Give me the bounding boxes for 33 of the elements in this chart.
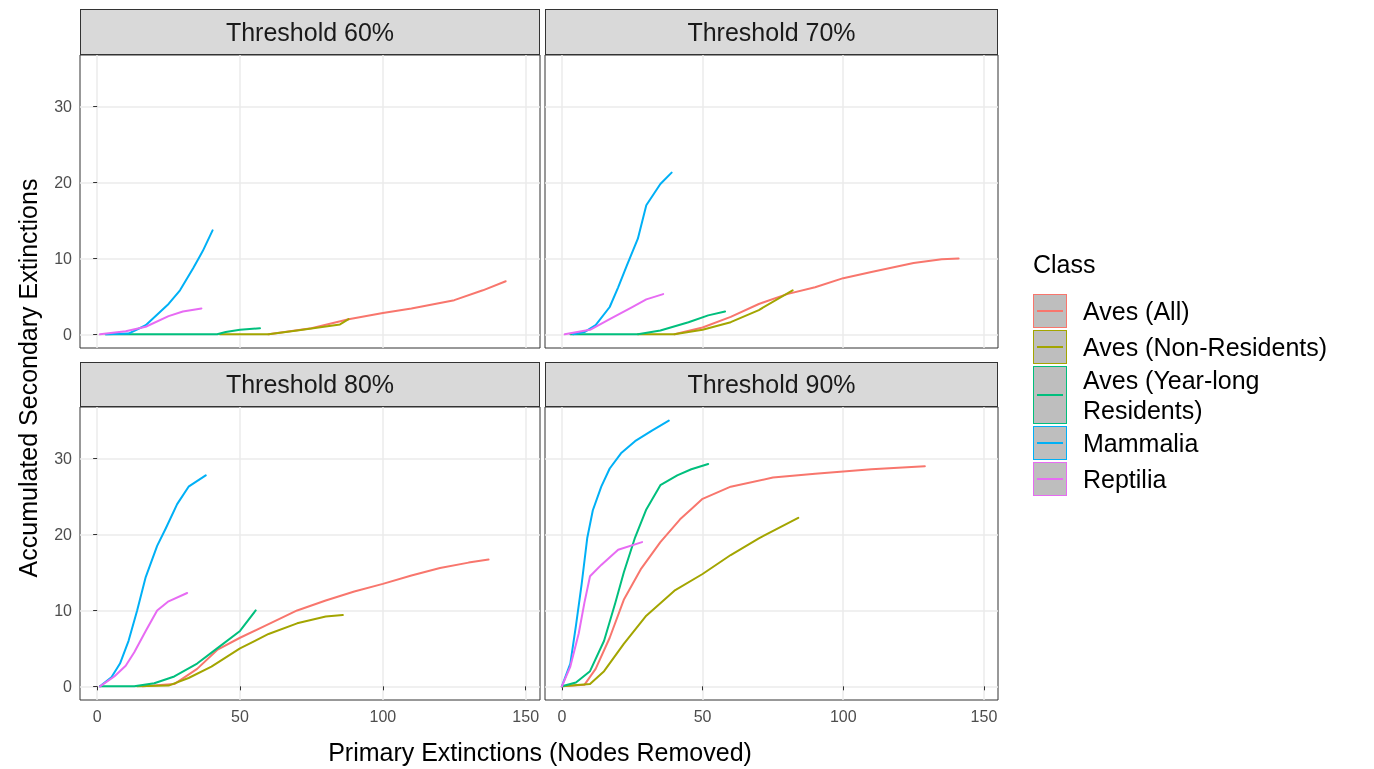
- legend-label: Aves (Non-Residents): [1082, 332, 1329, 363]
- x-tick-label: 0: [557, 707, 567, 725]
- x-tick-label: 50: [693, 707, 712, 725]
- y-tick-label: 0: [63, 677, 73, 695]
- y-tick-label: 0: [63, 325, 73, 343]
- legend-label: Aves (All): [1082, 296, 1191, 327]
- x-tick-label: 0: [92, 707, 102, 725]
- y-tick-label: 20: [54, 526, 73, 544]
- x-tick-label: 100: [369, 707, 397, 725]
- chart-title: Threshold 80%: [80, 362, 540, 407]
- y-tick-label: 30: [54, 450, 73, 468]
- y-tick-label: 20: [54, 174, 73, 192]
- y-axis-title: Accumulated Secondary Extinctions: [13, 178, 43, 578]
- y-tick-label: 10: [54, 249, 73, 267]
- line-series: [99, 307, 203, 336]
- y-tick-label: 30: [54, 98, 73, 116]
- x-tick-label: 100: [829, 707, 857, 725]
- x-tick-label: 150: [512, 707, 540, 725]
- x-tick-label: 50: [231, 707, 249, 725]
- legend-label: Reptilia: [1082, 464, 1168, 495]
- chart-title: Threshold 70%: [545, 9, 998, 55]
- line-series: [104, 229, 214, 336]
- line-series: [99, 591, 189, 688]
- chart-title: Threshold 60%: [80, 9, 540, 55]
- line-series: [99, 609, 257, 688]
- legend-label: Aves (Year-long Residents): [1082, 365, 1261, 425]
- y-tick-label: 10: [54, 601, 73, 619]
- legend-title: Class: [1033, 250, 1097, 279]
- legend-label: Mammalia: [1082, 428, 1200, 459]
- chart-title: Threshold 90%: [545, 362, 998, 407]
- line-series: [219, 318, 350, 336]
- x-axis-title: Primary Extinctions (Nodes Removed): [328, 737, 752, 767]
- x-tick-label: 150: [970, 707, 998, 725]
